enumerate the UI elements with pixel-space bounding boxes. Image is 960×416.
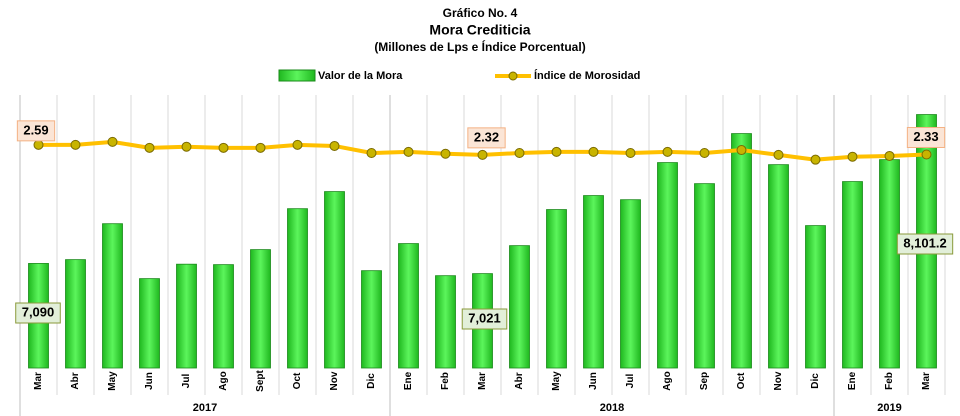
marker <box>477 149 488 160</box>
bar <box>361 270 382 369</box>
x-tick-label: Feb <box>440 372 451 390</box>
marker <box>551 146 562 157</box>
data-label: 2.59 <box>23 122 48 137</box>
marker <box>884 150 895 161</box>
bar <box>398 243 419 369</box>
x-tick-label: Sep <box>699 372 710 390</box>
marker <box>662 146 673 157</box>
bar <box>620 199 641 369</box>
bar <box>213 264 234 369</box>
data-label: 7,090 <box>22 304 55 319</box>
bar <box>324 191 345 369</box>
marker <box>33 139 44 150</box>
data-label-box <box>906 126 946 148</box>
marker <box>70 139 81 150</box>
bar <box>657 162 678 369</box>
x-tick-label: Nov <box>773 371 784 390</box>
x-tick-label: Feb <box>884 372 895 390</box>
bar <box>102 223 123 369</box>
marker <box>255 142 266 153</box>
marker <box>736 145 747 156</box>
x-tick-label: Abr <box>514 372 525 389</box>
marker <box>218 142 229 153</box>
bar <box>287 208 308 369</box>
marker <box>588 146 599 157</box>
bar <box>842 181 863 369</box>
group-label: 2017 <box>193 402 217 414</box>
bar <box>546 209 567 369</box>
marker <box>329 140 340 151</box>
data-label-box <box>15 302 61 324</box>
marker <box>440 148 451 159</box>
x-tick-label: Oct <box>736 372 747 389</box>
group-label: 2019 <box>877 402 901 414</box>
x-tick-label: Mar <box>921 372 932 390</box>
marker <box>847 151 858 162</box>
x-tick-label: Jun <box>588 372 599 390</box>
data-label-box <box>896 233 954 255</box>
legend-label: Índice de Morosidad <box>534 69 640 82</box>
x-tick-label: Jun <box>144 372 155 390</box>
marker <box>107 136 118 147</box>
marker <box>292 139 303 150</box>
data-label: 2.33 <box>913 129 938 144</box>
data-label: 8,101.2 <box>903 235 946 250</box>
data-label-box <box>461 308 508 330</box>
marker <box>625 148 636 159</box>
data-label: 2.32 <box>474 129 499 144</box>
bar <box>583 195 604 369</box>
x-tick-label: Nov <box>329 371 340 390</box>
x-tick-label: Mar <box>33 372 44 390</box>
marker <box>514 148 525 159</box>
x-tick-label: Sept <box>255 369 266 391</box>
bar <box>250 249 271 369</box>
bar <box>879 159 900 369</box>
data-label-box <box>467 127 506 149</box>
bar <box>768 164 789 369</box>
legend-swatch <box>508 71 518 81</box>
x-tick-label: Mar <box>477 372 488 390</box>
bar <box>139 278 160 369</box>
chart-subtitle: (Millones de Lps e Índice Porcentual) <box>374 39 585 54</box>
marker <box>366 148 377 159</box>
x-tick-label: Abr <box>70 372 81 389</box>
data-label: 7,021 <box>468 310 501 325</box>
marker <box>773 149 784 160</box>
chart-subtitle: Mora Crediticia <box>429 22 530 38</box>
legend-swatch <box>278 69 316 82</box>
x-tick-label: Ago <box>662 371 673 390</box>
bar <box>65 259 86 369</box>
marker <box>921 149 932 160</box>
x-tick-label: May <box>551 371 562 391</box>
x-tick-label: Ene <box>847 371 858 390</box>
x-tick-label: May <box>107 371 118 391</box>
x-tick-label: Jul <box>625 374 636 389</box>
bar <box>805 225 826 369</box>
chart-title: Gráfico No. 4 <box>443 6 518 20</box>
marker <box>181 141 192 152</box>
x-tick-label: Ago <box>218 371 229 390</box>
data-label-box <box>16 120 56 142</box>
bar <box>176 263 197 369</box>
marker <box>699 148 710 159</box>
bar <box>509 245 530 369</box>
group-label: 2018 <box>600 402 624 414</box>
bar <box>694 183 715 369</box>
marker <box>403 146 414 157</box>
x-tick-label: Dic <box>366 373 377 389</box>
legend-label: Valor de la Mora <box>318 70 403 82</box>
x-tick-label: Jul <box>181 374 192 389</box>
x-tick-label: Dic <box>810 373 821 389</box>
x-tick-label: Oct <box>292 372 303 389</box>
marker <box>144 142 155 153</box>
marker <box>810 154 821 165</box>
bar <box>435 275 456 369</box>
x-tick-label: Ene <box>403 371 414 390</box>
bar <box>731 133 752 369</box>
